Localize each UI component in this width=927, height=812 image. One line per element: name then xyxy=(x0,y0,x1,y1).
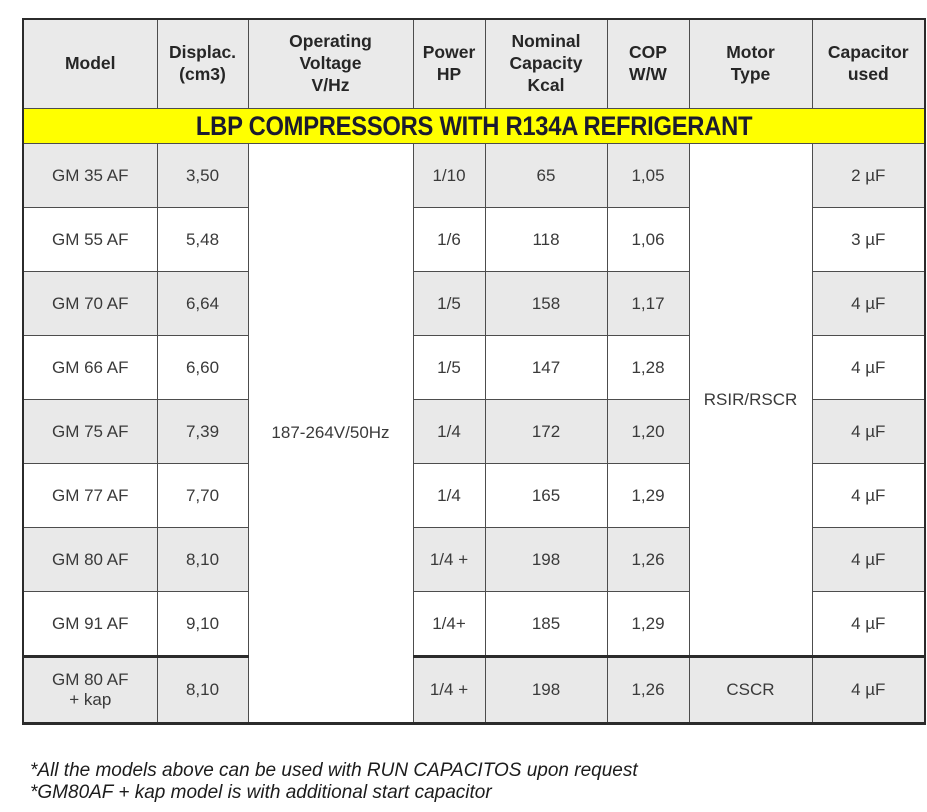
table-row: GM 80 AF + kap 8,10 1/4 + 198 1,26 CSCR … xyxy=(22,655,926,724)
cell-capacitor: 3 µF xyxy=(811,207,926,272)
cell-capacity: 65 xyxy=(484,143,608,208)
cell-power-hp: 1/4 xyxy=(412,463,486,528)
section-banner-title: LBP COMPRESSORS WITH R134A REFRIGERANT xyxy=(195,110,753,141)
cell-model: GM 55 AF xyxy=(22,207,158,272)
cell-capacity: 118 xyxy=(484,207,608,272)
cell-displacement: 8,10 xyxy=(156,527,249,592)
table-row: GM 35 AF 3,50 187-264V/50Hz 1/10 65 1,05… xyxy=(22,143,926,724)
cell-capacitor: 4 µF xyxy=(811,335,926,400)
cell-motor-type-main: RSIR/RSCR xyxy=(688,143,813,657)
col-header-nominal-capacity: Nominal Capacity Kcal xyxy=(484,18,608,109)
cell-model: GM 75 AF xyxy=(22,399,158,464)
cell-power-hp: 1/10 xyxy=(412,143,486,208)
cell-displacement: 8,10 xyxy=(156,655,249,724)
cell-capacitor: 4 µF xyxy=(811,463,926,528)
cell-capacitor: 4 µF xyxy=(811,527,926,592)
compressor-spec-table: Model Displac. (cm3) Operating Voltage V… xyxy=(22,18,926,725)
cell-displacement: 6,64 xyxy=(156,271,249,336)
table-row: GM 70 AF 6,64 1/5 158 1,17 4 µF xyxy=(22,271,926,336)
cell-cop: 1,28 xyxy=(606,335,690,400)
col-header-capacitor-used: Capacitor used xyxy=(811,18,926,109)
cell-cop: 1,26 xyxy=(606,655,690,724)
cell-model: GM 80 AF xyxy=(22,527,158,592)
cell-model: GM 35 AF xyxy=(22,143,158,208)
table-row: GM 80 AF 8,10 1/4 + 198 1,26 4 µF xyxy=(22,527,926,592)
cell-displacement: 3,50 xyxy=(156,143,249,208)
cell-cop: 1,17 xyxy=(606,271,690,336)
cell-displacement: 7,39 xyxy=(156,399,249,464)
footnotes: *All the models above can be used with R… xyxy=(30,760,638,804)
cell-capacitor: 4 µF xyxy=(811,399,926,464)
cell-displacement: 9,10 xyxy=(156,591,249,657)
cell-cop: 1,05 xyxy=(606,143,690,208)
table-row: GM 91 AF 9,10 1/4+ 185 1,29 4 µF xyxy=(22,591,926,657)
cell-displacement: 6,60 xyxy=(156,335,249,400)
cell-capacity: 147 xyxy=(484,335,608,400)
cell-model: GM 66 AF xyxy=(22,335,158,400)
cell-power-hp: 1/4+ xyxy=(412,591,486,657)
cell-capacity: 198 xyxy=(484,527,608,592)
cell-power-hp: 1/4 + xyxy=(412,655,486,724)
cell-power-hp: 1/5 xyxy=(412,335,486,400)
cell-capacity: 185 xyxy=(484,591,608,657)
col-header-power-hp: Power HP xyxy=(412,18,486,109)
cell-power-hp: 1/4 + xyxy=(412,527,486,592)
cell-power-hp: 1/5 xyxy=(412,271,486,336)
cell-model: GM 70 AF xyxy=(22,271,158,336)
cell-power-hp: 1/6 xyxy=(412,207,486,272)
col-header-cop: COP W/W xyxy=(606,18,690,109)
footnote-run-capacitors: *All the models above can be used with R… xyxy=(30,760,638,781)
cell-capacitor: 2 µF xyxy=(811,143,926,208)
col-header-operating-voltage: Operating Voltage V/Hz xyxy=(247,18,414,109)
cell-capacity: 198 xyxy=(484,655,608,724)
cell-cop: 1,06 xyxy=(606,207,690,272)
cell-model: GM 80 AF + kap xyxy=(22,655,158,724)
cell-capacitor: 4 µF xyxy=(811,655,926,724)
cell-operating-voltage: 187-264V/50Hz xyxy=(247,143,414,724)
table-row: GM 55 AF 5,48 1/6 118 1,06 3 µF xyxy=(22,207,926,272)
cell-cop: 1,29 xyxy=(606,591,690,657)
cell-cop: 1,26 xyxy=(606,527,690,592)
cell-model: GM 77 AF xyxy=(22,463,158,528)
col-header-motor-type: Motor Type xyxy=(688,18,813,109)
section-banner-row: LBP COMPRESSORS WITH R134A REFRIGERANT xyxy=(22,108,926,144)
cell-cop: 1,20 xyxy=(606,399,690,464)
footnote-gm80af-kap: *GM80AF + kap model is with additional s… xyxy=(30,782,492,803)
cell-capacitor: 4 µF xyxy=(811,271,926,336)
table-row: GM 75 AF 7,39 1/4 172 1,20 4 µF xyxy=(22,399,926,464)
table-row: GM 77 AF 7,70 1/4 165 1,29 4 µF xyxy=(22,463,926,528)
cell-model: GM 91 AF xyxy=(22,591,158,657)
cell-cop: 1,29 xyxy=(606,463,690,528)
cell-capacity: 172 xyxy=(484,399,608,464)
cell-displacement: 5,48 xyxy=(156,207,249,272)
col-header-model: Model xyxy=(22,18,158,109)
cell-motor-type-last: CSCR xyxy=(688,655,813,724)
cell-power-hp: 1/4 xyxy=(412,399,486,464)
col-header-displacement: Displac. (cm3) xyxy=(156,18,249,109)
cell-displacement: 7,70 xyxy=(156,463,249,528)
section-banner: LBP COMPRESSORS WITH R134A REFRIGERANT xyxy=(22,108,926,144)
cell-capacitor: 4 µF xyxy=(811,591,926,657)
header-row: Model Displac. (cm3) Operating Voltage V… xyxy=(22,18,926,109)
cell-capacity: 158 xyxy=(484,271,608,336)
cell-capacity: 165 xyxy=(484,463,608,528)
